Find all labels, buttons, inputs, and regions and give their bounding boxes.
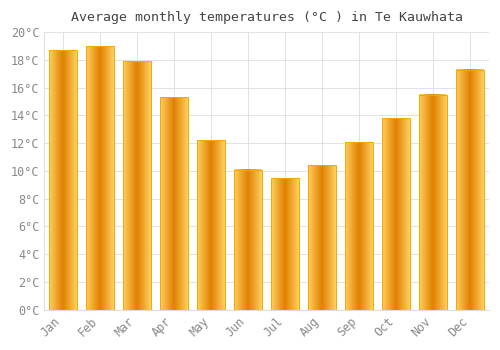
Bar	[160, 97, 188, 310]
Bar	[456, 70, 484, 310]
Bar	[272, 178, 299, 310]
Bar	[346, 142, 373, 310]
Bar	[382, 118, 410, 310]
Bar	[197, 140, 225, 310]
Bar	[49, 50, 77, 310]
Title: Average monthly temperatures (°C ) in Te Kauwhata: Average monthly temperatures (°C ) in Te…	[70, 11, 462, 24]
Bar	[234, 170, 262, 310]
Bar	[308, 166, 336, 310]
Bar	[123, 61, 151, 310]
Bar	[420, 94, 447, 310]
Bar	[86, 46, 114, 310]
